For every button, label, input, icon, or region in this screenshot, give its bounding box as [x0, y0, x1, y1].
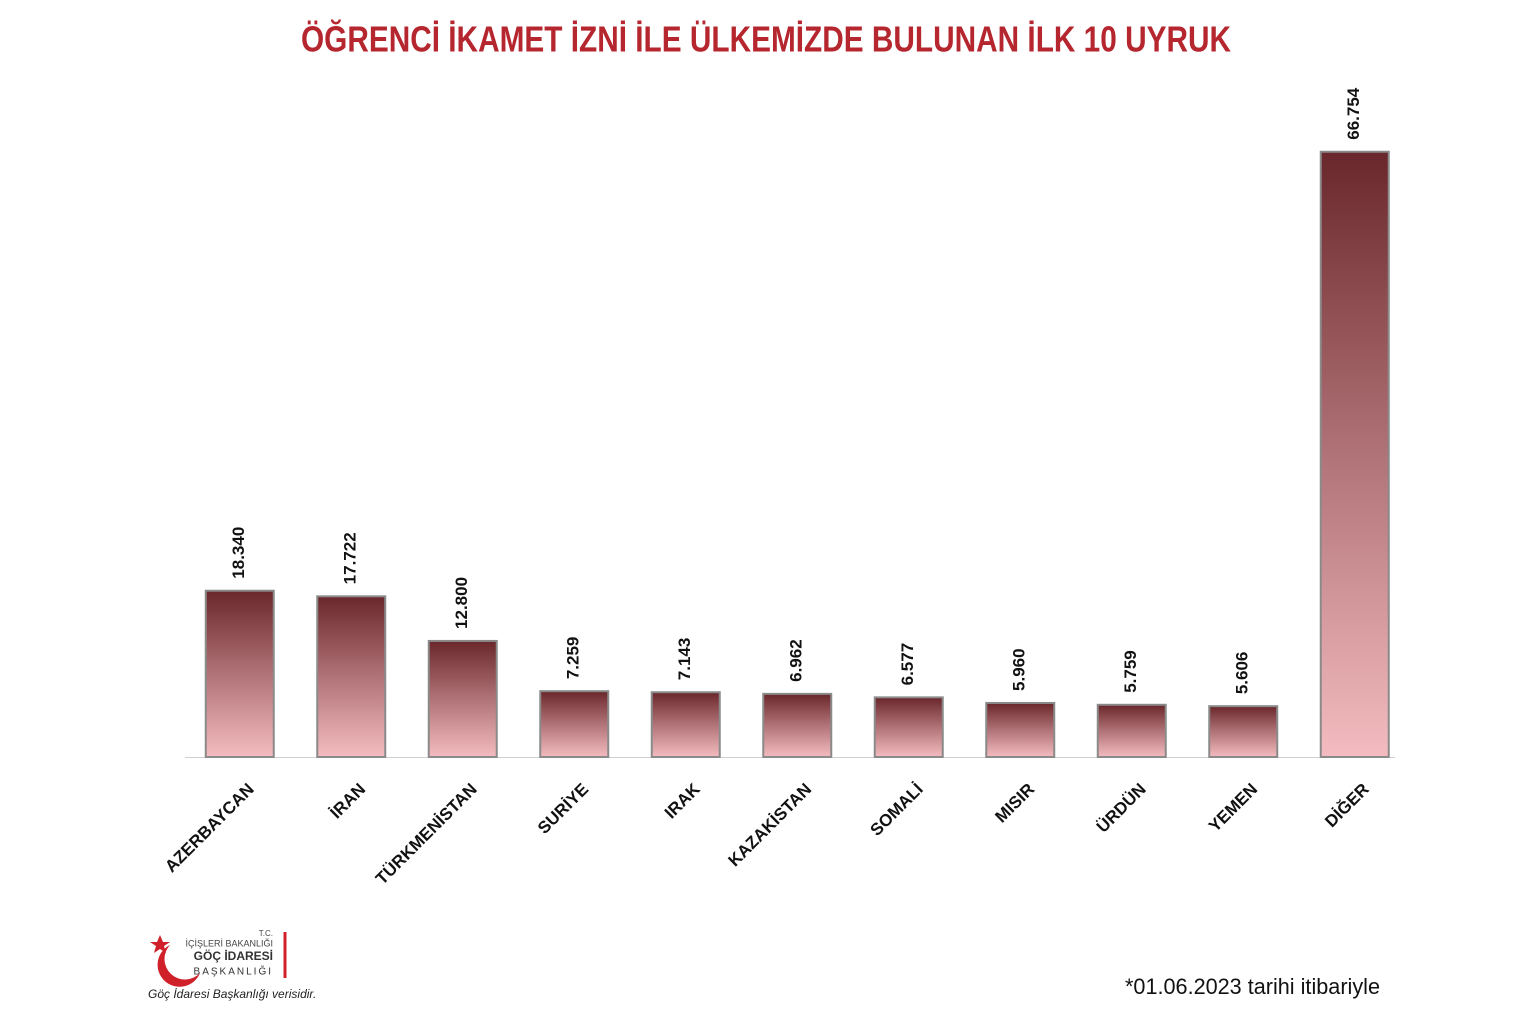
- bar: [427, 639, 498, 758]
- x-tick-label: IRAK: [661, 779, 704, 822]
- logo-text: İÇİŞLERİ BAKANLIĞI: [185, 938, 273, 948]
- value-label: 7.143: [675, 638, 694, 681]
- x-tick-label: KAZAKİSTAN: [725, 780, 816, 871]
- chart-title: ÖĞRENCİ İKAMET İZNİ İLE ÜLKEMİZDE BULUNA…: [301, 19, 1231, 60]
- source-note: Göç İdaresi Başkanlığı verisidir.: [148, 987, 316, 1001]
- x-tick-label: AZERBAYCAN: [161, 780, 257, 876]
- x-tick-label: İRAN: [326, 780, 369, 823]
- value-label: 5.606: [1233, 652, 1252, 695]
- bar: [650, 691, 721, 759]
- value-label: 5.759: [1121, 650, 1140, 693]
- x-tick-label: MISIR: [991, 780, 1038, 827]
- logo-crescent: [157, 945, 200, 987]
- bar: [539, 690, 610, 758]
- value-label: 6.962: [787, 639, 806, 682]
- bar: [873, 696, 944, 758]
- x-tick-label: TÜRKMENİSTAN: [372, 780, 481, 889]
- bar: [204, 589, 275, 759]
- logo: T.C. İÇİŞLERİ BAKANLIĞI GÖÇ İDARESİ BAŞK…: [150, 929, 287, 987]
- bar: [985, 701, 1056, 758]
- value-label: 12.800: [452, 577, 471, 629]
- bar: [316, 595, 387, 759]
- x-tick-label: DİĞER: [1321, 780, 1373, 832]
- value-label: 17.722: [341, 532, 360, 584]
- bar: [1319, 150, 1390, 758]
- logo-text: T.C.: [259, 929, 273, 938]
- x-tick-label: YEMEN: [1205, 780, 1261, 836]
- bar: [1208, 705, 1279, 758]
- x-tick-label: ÜRDÜN: [1093, 780, 1150, 837]
- value-label: 7.259: [564, 637, 583, 680]
- bar: [1096, 703, 1167, 759]
- x-tick-label: SURİYE: [534, 780, 592, 838]
- footnote: *01.06.2023 tarihi itibariyle: [1125, 974, 1380, 999]
- logo-star: [150, 935, 170, 953]
- value-label: 66.754: [1344, 87, 1363, 140]
- logo-text: GÖÇ İDARESİ: [194, 948, 273, 963]
- bar: [762, 692, 833, 759]
- x-tick-label: SOMALİ: [867, 780, 927, 840]
- value-label: 5.960: [1010, 648, 1029, 691]
- value-label: 6.577: [898, 643, 917, 686]
- logo-text: BAŞKANLIĞI: [194, 965, 273, 978]
- value-label: 18.340: [229, 527, 248, 579]
